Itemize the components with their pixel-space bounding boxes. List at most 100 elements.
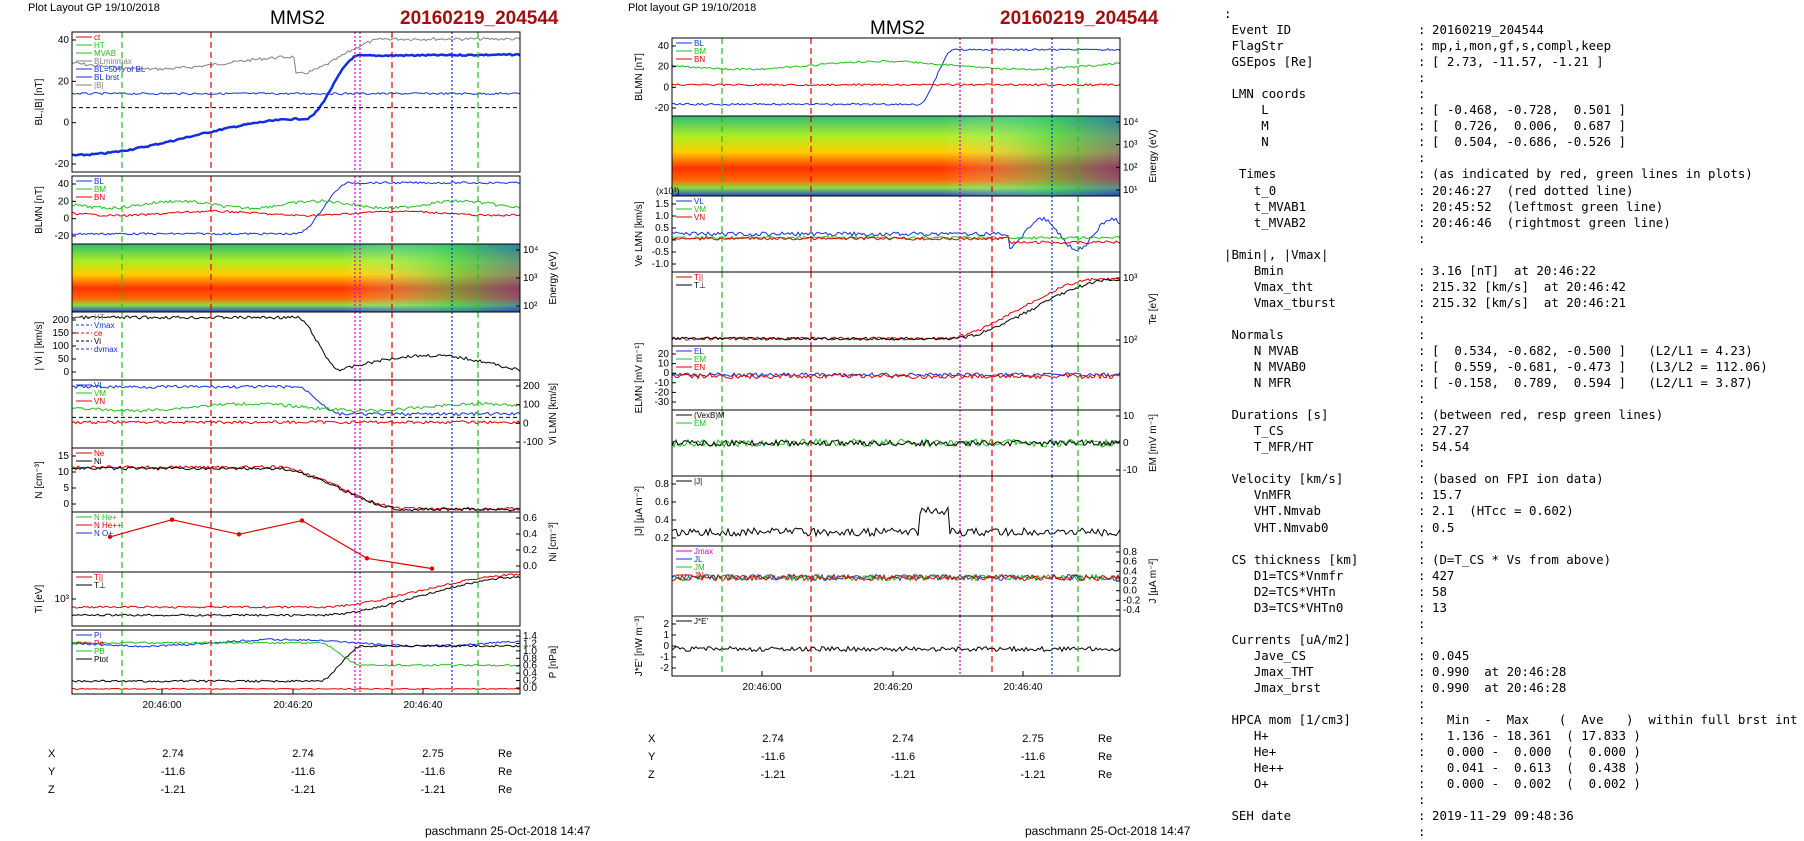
info-key: N MFR xyxy=(1224,375,1292,391)
ylabel-right: Vi LMN [km/s] xyxy=(548,383,559,445)
legend-label: BN xyxy=(94,193,105,202)
legend-label: Pe xyxy=(94,639,104,648)
info-colon: : xyxy=(1418,423,1426,439)
info-colon: : xyxy=(1418,776,1426,792)
ytick-label: -20 xyxy=(55,159,70,170)
ytick-label: 20 xyxy=(658,349,670,360)
info-row: : xyxy=(1224,824,1798,840)
event-info-panel: : Event ID:20160219_204544 FlagStr: mp,i,… xyxy=(1224,6,1798,840)
position-cell: X xyxy=(48,748,56,760)
legend-label: EN xyxy=(694,363,705,372)
series-vlmn-0 xyxy=(71,384,521,417)
panel-frame xyxy=(671,195,1121,273)
position-cell: Y xyxy=(48,766,56,778)
ylabel: N [cm⁻³] xyxy=(34,461,45,499)
info-value: 20160219_204544 xyxy=(1432,22,1544,38)
info-value: [ -0.468, -0.728, 0.501 ] xyxy=(1432,102,1626,118)
info-key: N MVAB xyxy=(1224,342,1299,358)
info-colon: : xyxy=(1418,54,1426,70)
info-row: L: [ -0.468, -0.728, 0.501 ] xyxy=(1224,102,1798,118)
position-row: Y -11.6 -11.6 -11.6 Re xyxy=(48,763,558,781)
info-value: 2019-11-29 09:48:36 xyxy=(1432,808,1574,824)
info-colon: : xyxy=(1418,86,1426,102)
position-cell: 2.74 xyxy=(762,733,784,745)
panel-frame xyxy=(71,511,521,573)
ytick-right-label: 0.4 xyxy=(1123,566,1137,577)
position-cell: Re xyxy=(498,784,513,796)
info-colon: : xyxy=(1418,150,1426,166)
info-key: Event ID xyxy=(1224,22,1292,38)
legend-label: Ptot xyxy=(94,655,109,664)
info-key: LMN coords xyxy=(1224,86,1307,102)
panel-em: 10 0 -10 EM [mV m⁻¹] (VexB)MEM xyxy=(671,409,1159,477)
info-value: (D=T_CS * Vs from above) xyxy=(1432,551,1612,567)
panel-p: 1.41.21.00.80.60.40.20.0 P [nPa] PiPePBPto… xyxy=(71,629,559,695)
info-row: Jave_CS:0.045 xyxy=(1224,648,1798,664)
panel-je: 210-1-2 J*E' [nW m⁻³] J*E' xyxy=(634,615,1121,677)
info-row: O+: 0.000 - 0.002 ( 0.002 ) xyxy=(1224,776,1798,792)
info-row: N MVAB0: [ 0.559, -0.681, -0.473 ] (L3/L2… xyxy=(1224,359,1798,375)
info-value: (based on FPI ion data) xyxy=(1432,471,1604,487)
legend-label: EM xyxy=(694,419,706,428)
position-cell: -1.21 xyxy=(290,784,316,796)
ylabel: Ve LMN [km/s] xyxy=(634,201,645,266)
legend-label: VL xyxy=(694,197,704,206)
series-b-1 xyxy=(671,59,1121,71)
position-cell: 2.74 xyxy=(892,733,914,745)
panel-frame xyxy=(671,345,1121,411)
legend-label: ce xyxy=(94,329,103,338)
info-colon: : xyxy=(1418,166,1426,182)
info-key: t_0 xyxy=(1224,182,1277,198)
left-positions: X 2.74 2.74 2.75 Re Y -11.6 -11.6 -11.6 Re Z -1.21 -… xyxy=(48,745,558,799)
info-row: Durations [s]: (between red, resp green l… xyxy=(1224,407,1798,423)
info-row: VHT.Nmvab:2.1 (HTcc = 0.602) xyxy=(1224,503,1798,519)
legend-label: Ni xyxy=(94,457,102,466)
info-row: : xyxy=(1224,536,1798,552)
info-colon: : xyxy=(1418,696,1426,712)
series-jlmn-2 xyxy=(671,573,1121,582)
position-row: X 2.74 2.74 2.75 Re xyxy=(48,745,558,763)
series-blmn-2 xyxy=(71,209,521,217)
info-value: [ 0.559, -0.681, -0.473 ] (L3/L2 = 112.0… xyxy=(1432,359,1768,375)
ylabel: ELMN [mV m⁻¹] xyxy=(634,342,645,413)
ytick-right-label: 0.6 xyxy=(1123,557,1137,568)
legend-label: BLminmax xyxy=(94,57,132,66)
position-cell: -11.6 xyxy=(760,751,786,763)
ytick-right-label: 10¹ xyxy=(1123,185,1138,196)
ytick-right-label: -0.2 xyxy=(1123,595,1141,606)
info-colon: : xyxy=(1418,407,1426,423)
ylabel-right: Te [eV] xyxy=(1148,293,1159,324)
ylabel: BL,|B| [nT] xyxy=(34,78,45,125)
panel-ve: 1.51.00.50.0-0.5-1.0 Ve LMN [km/s] (x10³) V… xyxy=(634,186,1121,273)
ytick-right-label: 0.0 xyxy=(523,683,537,694)
series-je-0 xyxy=(671,645,1121,653)
info-value: 1.136 - 18.361 ( 17.833 ) xyxy=(1432,728,1641,744)
info-colon: : xyxy=(1418,359,1426,375)
ytick-label: 0 xyxy=(63,214,69,225)
ytick-label: -1 xyxy=(660,652,669,663)
panel-ni: 0.6 0.4 0.2 0.0 Ni [cm⁻³] N He+N He++N O+ xyxy=(71,511,559,573)
info-key: t_MVAB1 xyxy=(1224,198,1307,214)
middle-event-id: 20160219_204544 xyxy=(1000,8,1159,29)
info-row: N MVAB: [ 0.534, -0.682, -0.500 ] (L2/L1 … xyxy=(1224,343,1798,359)
ytick-label: -20 xyxy=(655,103,670,114)
info-row: D3=TCS*VHTn0:13 xyxy=(1224,600,1798,616)
info-row: Velocity [km/s]: (based on FPI ion data) xyxy=(1224,471,1798,487)
info-value: 0.990 at 20:46:28 xyxy=(1432,663,1567,679)
info-value: 215.32 [km/s] at 20:46:42 xyxy=(1432,278,1626,294)
info-value: 427 xyxy=(1432,567,1455,583)
info-key: FlagStr xyxy=(1224,38,1284,54)
legend-label: |B| xyxy=(94,81,104,90)
info-value: [ 0.504, -0.686, -0.526 ] xyxy=(1432,134,1626,150)
ytick-right-label: -10 xyxy=(1123,465,1138,476)
series-b-1 xyxy=(71,52,521,157)
info-value: 54.54 xyxy=(1432,439,1470,455)
info-key: O+ xyxy=(1224,776,1269,792)
panel-spec: 10⁴ 10³ 10² Energy (eV) xyxy=(71,243,559,313)
legend-label: VN xyxy=(94,397,105,406)
ylabel: BLMN [nT] xyxy=(34,186,45,234)
info-row: FlagStr: mp,i,mon,gf,s,compl,keep xyxy=(1224,38,1798,54)
position-cell: 2.74 xyxy=(292,748,314,760)
